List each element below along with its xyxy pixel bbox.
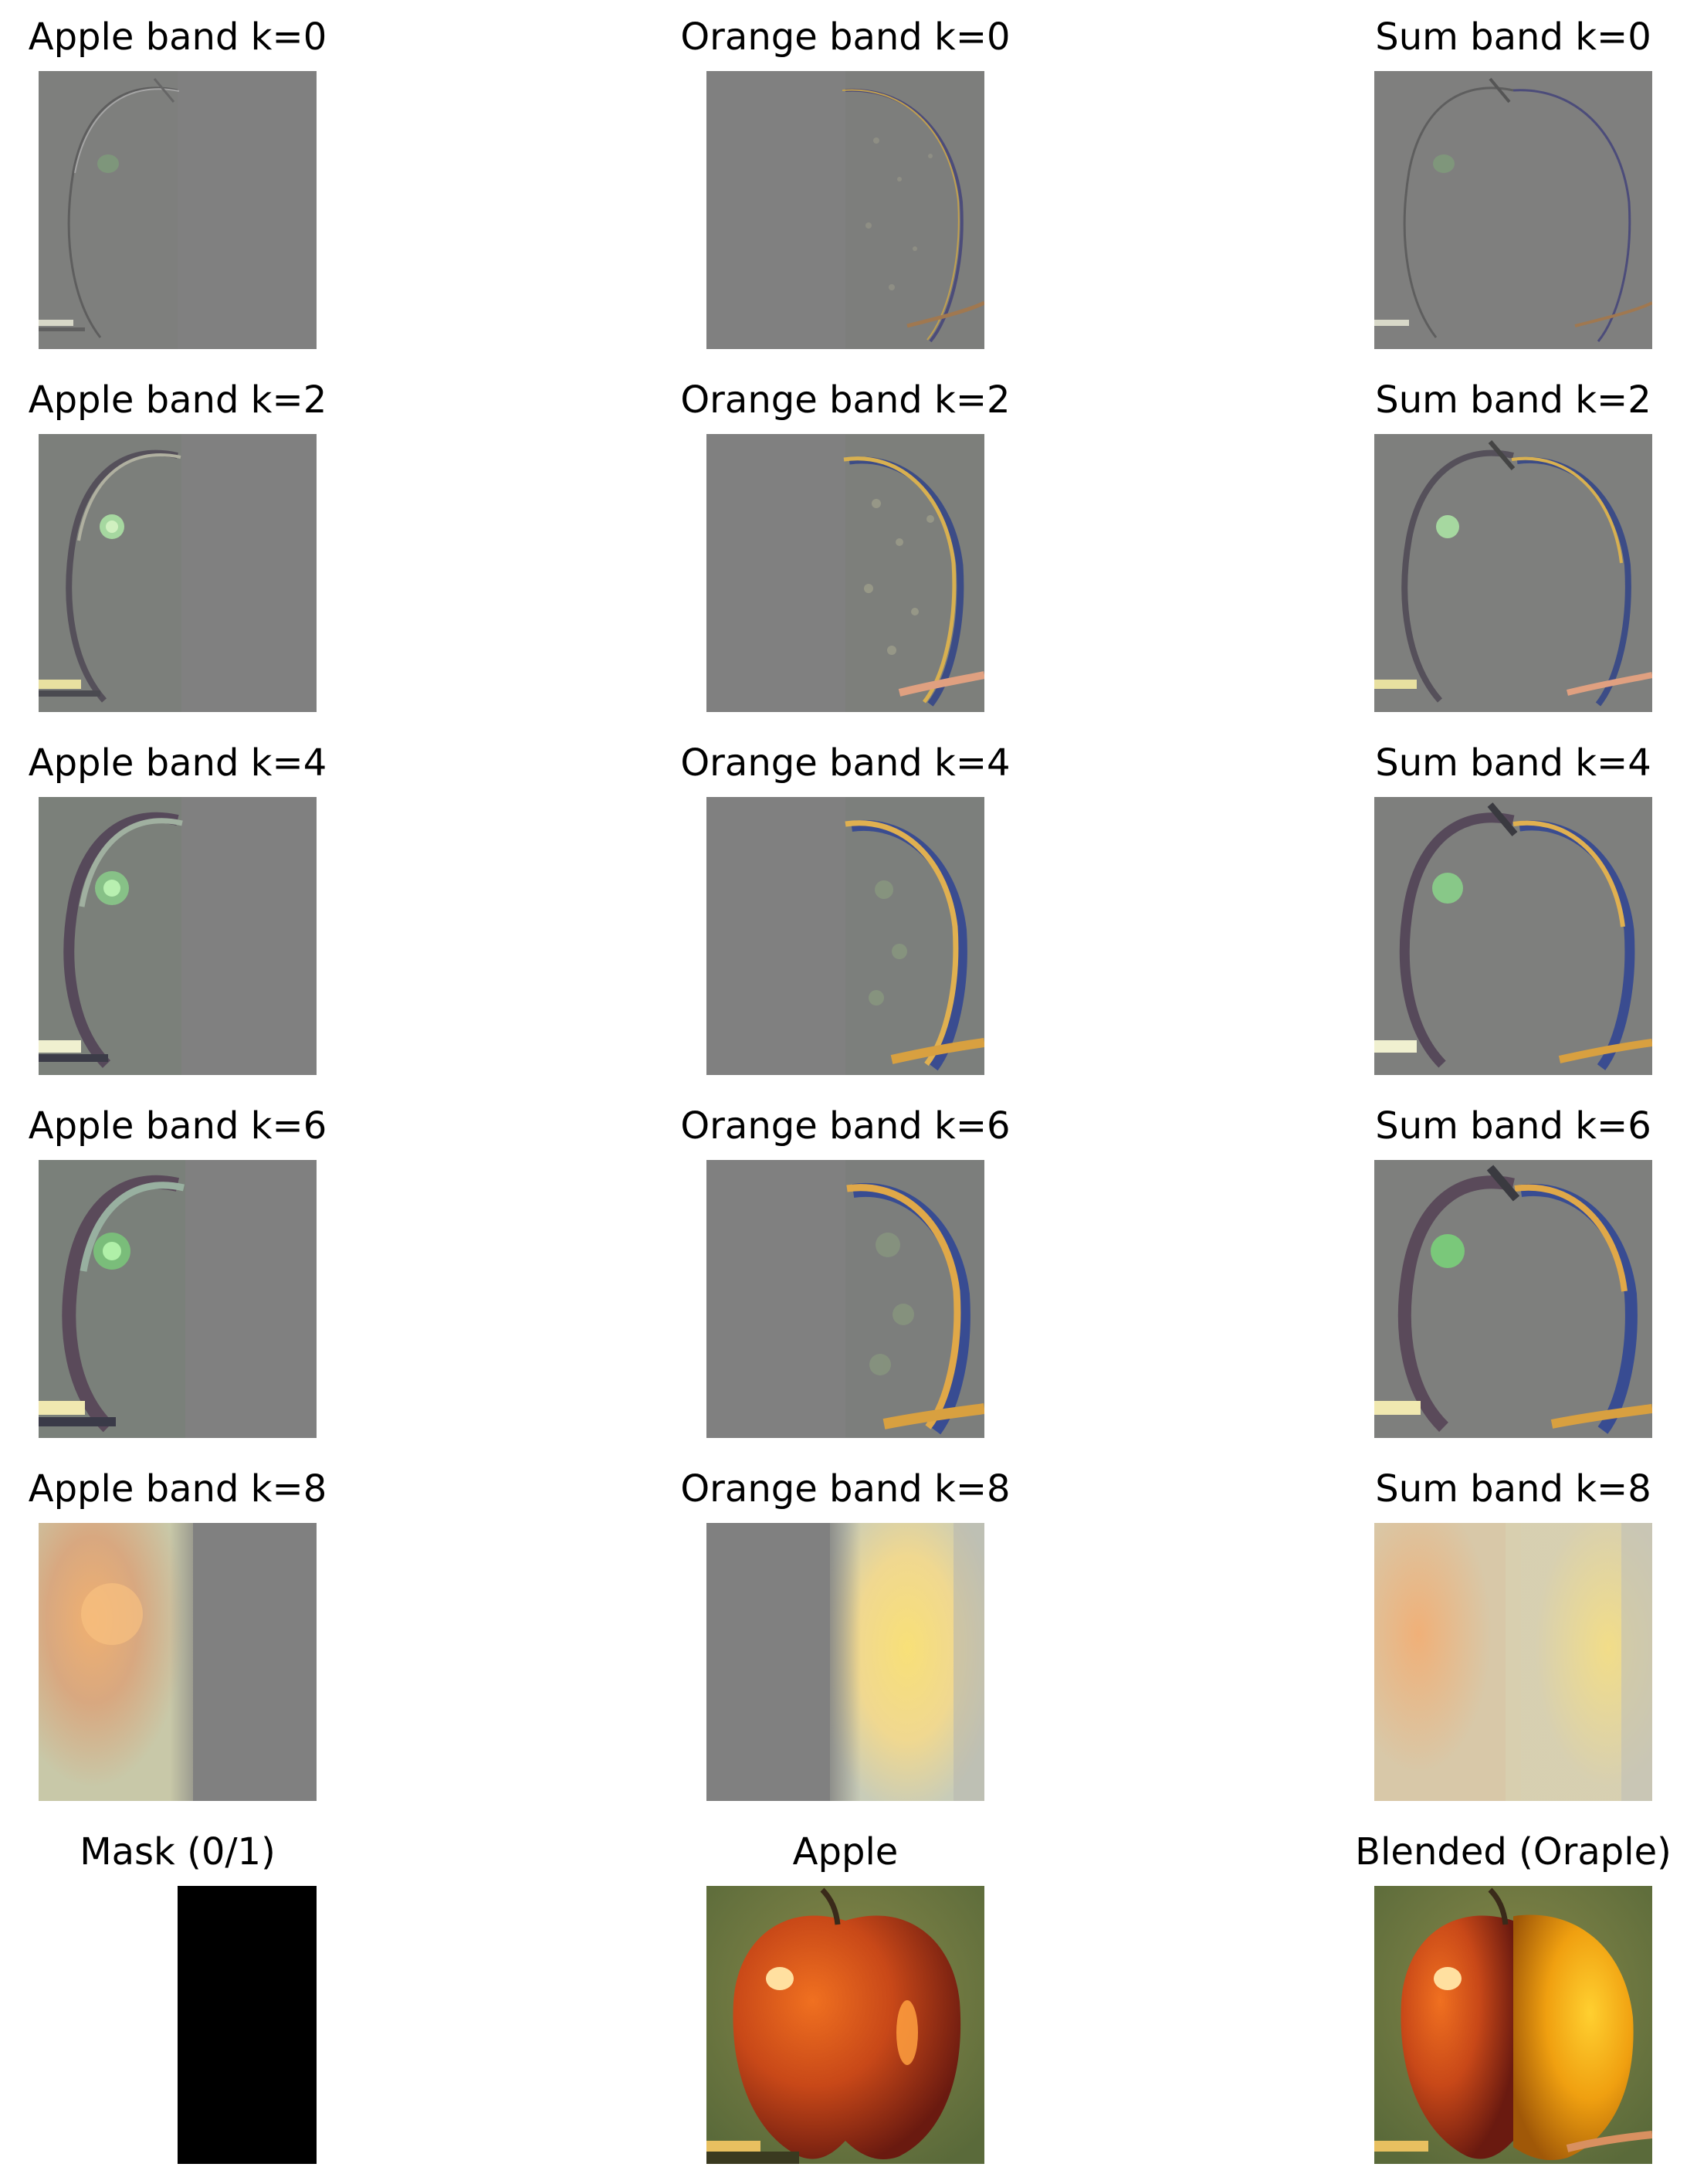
sum-band-cell-k4: Sum band k=4	[1289, 726, 1697, 1075]
panel-title: Apple	[792, 1830, 899, 1874]
apple-band-image-k6	[39, 1160, 317, 1438]
sum-band-cell-k2: Sum band k=2	[1289, 363, 1697, 712]
apple-band-image-k4	[39, 797, 317, 1075]
orange-band-cell-k2: Orange band k=2	[622, 363, 1069, 712]
sum-band-cell-k8: Sum band k=8	[1289, 1452, 1697, 1801]
orange-band-cell-k8: Orange band k=8	[622, 1452, 1069, 1801]
apple-band-image-k8	[39, 1523, 317, 1801]
orange-band-image-k0	[706, 71, 984, 349]
panel-title: Orange band k=6	[680, 1104, 1011, 1148]
sum-band-image-k6	[1374, 1160, 1652, 1438]
panel-title: Apple band k=8	[28, 1467, 327, 1511]
panel-title: Orange band k=4	[680, 741, 1011, 785]
sum-band-image-k0	[1374, 71, 1652, 349]
panel-title: Orange band k=0	[680, 15, 1011, 59]
panel-title: Orange band k=8	[680, 1467, 1011, 1511]
orange-band-image-k8	[706, 1523, 984, 1801]
apple-band-cell-k4: Apple band k=4	[0, 726, 401, 1075]
sum-band-image-k4	[1374, 797, 1652, 1075]
mask-image	[39, 1886, 317, 2164]
sum-band-image-k8	[1374, 1523, 1652, 1801]
apple-band-cell-k6: Apple band k=6	[0, 1089, 401, 1438]
panel-title: Sum band k=0	[1375, 15, 1651, 59]
orange-band-image-k6	[706, 1160, 984, 1438]
orange-band-cell-k4: Orange band k=4	[622, 726, 1069, 1075]
orange-band-image-k4	[706, 797, 984, 1075]
orange-band-cell-k0: Orange band k=0	[622, 0, 1069, 349]
orange-band-cell-k6: Orange band k=6	[622, 1089, 1069, 1438]
apple-band-image-k2	[39, 434, 317, 712]
apple-band-cell-k0: Apple band k=0	[0, 0, 401, 349]
panel-title: Orange band k=2	[680, 378, 1011, 422]
apple-band-cell-k2: Apple band k=2	[0, 363, 401, 712]
orange-band-image-k2	[706, 434, 984, 712]
panel-title: Apple band k=0	[28, 15, 327, 59]
panel-title: Apple band k=4	[28, 741, 327, 785]
blended-image	[1374, 1886, 1652, 2164]
panel-title: Apple band k=2	[28, 378, 327, 422]
mask-cell: Mask (0/1)	[0, 1815, 401, 2164]
panel-title: Sum band k=6	[1375, 1104, 1651, 1148]
blended-cell: Blended (Oraple)	[1289, 1815, 1697, 2164]
panel-title: Apple band k=6	[28, 1104, 327, 1148]
panel-title: Sum band k=4	[1375, 741, 1651, 785]
apple-band-image-k0	[39, 71, 317, 349]
panel-title: Sum band k=2	[1375, 378, 1651, 422]
sum-band-cell-k0: Sum band k=0	[1289, 0, 1697, 349]
panel-title: Blended (Oraple)	[1355, 1830, 1672, 1874]
apple-cell: Apple	[622, 1815, 1069, 2164]
sum-band-image-k2	[1374, 434, 1652, 712]
apple-image	[706, 1886, 984, 2164]
apple-band-cell-k8: Apple band k=8	[0, 1452, 401, 1801]
sum-band-cell-k6: Sum band k=6	[1289, 1089, 1697, 1438]
panel-title: Sum band k=8	[1375, 1467, 1651, 1511]
panel-title: Mask (0/1)	[80, 1830, 276, 1874]
